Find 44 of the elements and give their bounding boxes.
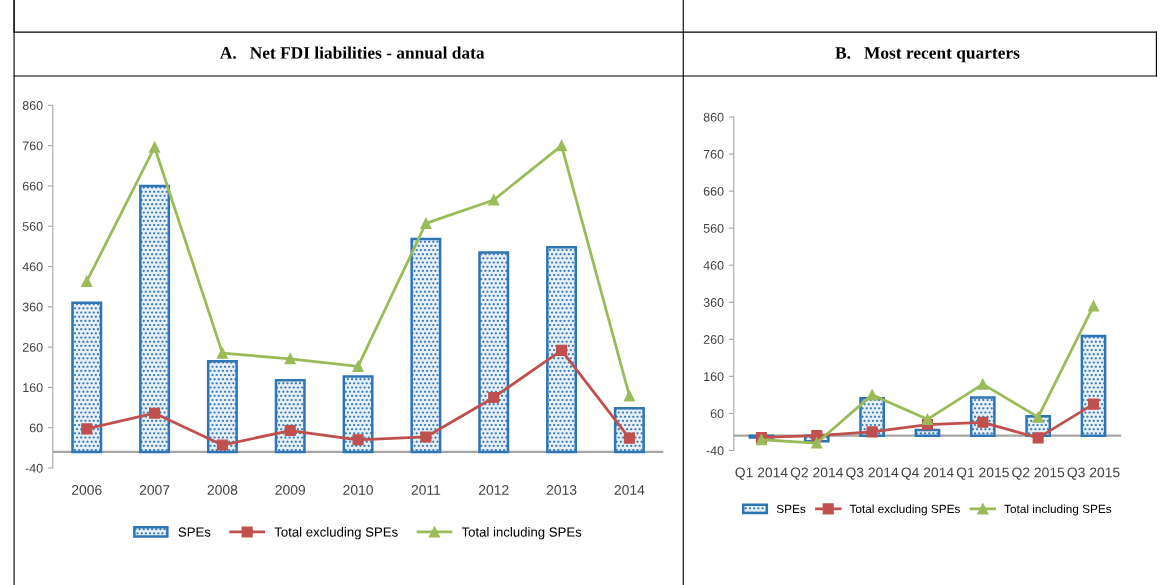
y-tick-label: 360 <box>22 302 43 312</box>
legend-label: SPEs <box>776 504 806 514</box>
x-tick-label: Q3 2014 <box>846 467 899 480</box>
x-tick-label: Q1 2015 <box>956 467 1009 480</box>
y-tick-label: 660 <box>22 181 43 191</box>
y-tick-label: 560 <box>703 223 724 233</box>
x-tick-label: 2007 <box>139 485 170 495</box>
legend-label: Total including SPEs <box>461 527 582 540</box>
x-tick-label: Q4 2014 <box>901 467 954 480</box>
x-tick-label: 2012 <box>478 485 509 495</box>
y-tick-label: 660 <box>703 186 724 196</box>
chart-title: B. Most recent quarters <box>835 47 1020 63</box>
x-tick-label: 2014 <box>614 485 645 495</box>
y-tick-label: 260 <box>22 342 43 352</box>
y-tick-label: 360 <box>703 298 724 307</box>
y-tick-label: 460 <box>703 261 724 270</box>
y-tick-label: 260 <box>703 335 724 344</box>
x-tick-label: Q2 2014 <box>790 467 844 480</box>
x-tick-label: 2010 <box>343 485 373 495</box>
legend-label: Total excluding SPEs <box>274 527 398 540</box>
x-tick-label: Q2 2015 <box>1012 467 1065 480</box>
x-tick-label: 2006 <box>72 485 102 495</box>
x-tick-label: Q3 2015 <box>1067 467 1120 480</box>
y-tick-label: 760 <box>703 149 724 159</box>
y-tick-label: -40 <box>25 463 43 473</box>
x-tick-label: 2011 <box>411 485 441 495</box>
y-tick-label: 760 <box>22 141 43 151</box>
y-tick-label: 560 <box>22 222 43 231</box>
y-tick-label: 460 <box>22 262 43 272</box>
legend-label: Total excluding SPEs <box>849 504 960 516</box>
chart-title: A. Net FDI liabilities - annual data <box>219 46 485 59</box>
y-tick-label: 60 <box>710 409 724 419</box>
y-tick-label: 160 <box>23 383 43 393</box>
x-tick-label: Q1 2014 <box>735 467 788 480</box>
legend-label: Total including SPEs <box>1004 504 1112 516</box>
y-tick-label: 860 <box>703 112 724 122</box>
y-tick-label: -40 <box>706 446 724 456</box>
y-tick-label: 160 <box>704 372 724 381</box>
x-tick-label: 2009 <box>275 485 306 495</box>
y-tick-label: 60 <box>29 423 43 433</box>
y-tick-label: 860 <box>22 101 43 110</box>
legend-label: SPEs <box>178 527 211 537</box>
x-tick-label: 2008 <box>207 485 238 495</box>
x-tick-label: 2013 <box>546 485 577 495</box>
